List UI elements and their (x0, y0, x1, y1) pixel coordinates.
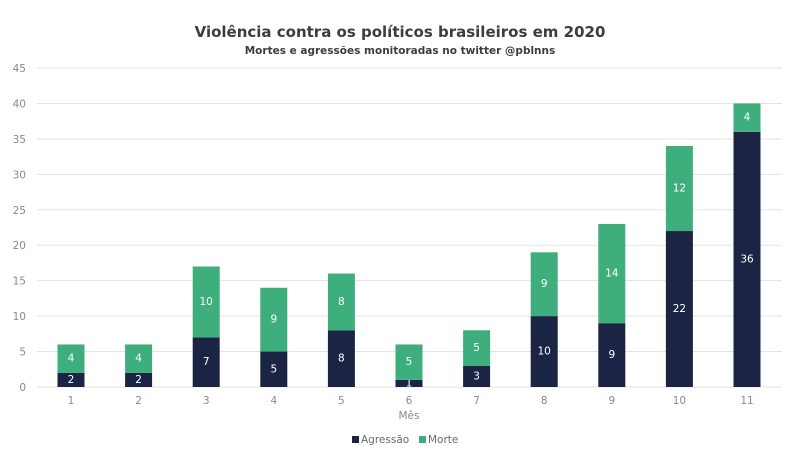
chart-title: Violência contra os políticos brasileiro… (195, 23, 606, 41)
bar-data-label: 5 (270, 363, 277, 375)
x-tick-label: 5 (338, 395, 345, 407)
y-tick-label: 20 (13, 240, 26, 252)
x-tick-label: 10 (673, 395, 686, 407)
x-axis-ticks: 1 2 3 4 5 6 7 8 9 10 11 (68, 395, 754, 407)
y-tick-label: 45 (13, 63, 26, 75)
y-tick-label: 40 (13, 98, 26, 110)
y-tick-label: 15 (13, 276, 26, 288)
bar-data-label: 2 (68, 374, 75, 386)
bar-data-label: 3 (473, 370, 480, 382)
legend-swatch (419, 436, 426, 443)
bar-data-label: 4 (135, 353, 142, 365)
bar-agresso-8 (530, 316, 558, 387)
bar-morte-8 (530, 252, 558, 317)
bar-morte-1 (57, 344, 85, 373)
bar-morte-2 (125, 344, 153, 373)
bar-agresso-2 (125, 372, 153, 387)
bar-morte-5 (327, 273, 355, 331)
bar-morte-10 (665, 145, 693, 232)
bar-data-label: 5 (406, 356, 413, 368)
bar-data-label: 8 (338, 353, 345, 365)
bar-data-label: 7 (203, 356, 210, 368)
bar-data-label: 9 (541, 278, 548, 290)
bar-data-label: 9 (270, 314, 277, 326)
bar-data-label: 12 (673, 183, 686, 195)
bar-data-label: 2 (135, 374, 142, 386)
bar-agresso-10 (665, 231, 693, 387)
x-tick-label: 2 (135, 395, 142, 407)
bar-data-label: 1 (406, 377, 413, 389)
legend: Agressão Morte (352, 434, 458, 446)
bar-agresso-6 (395, 379, 423, 387)
bar-morte-11 (733, 103, 761, 132)
x-tick-label: 8 (541, 395, 548, 407)
bar-agresso-9 (598, 323, 626, 387)
bar-morte-7 (463, 330, 491, 366)
x-tick-label: 7 (473, 395, 480, 407)
x-tick-label: 1 (68, 395, 75, 407)
bar-morte-9 (598, 223, 626, 324)
legend-label: Morte (428, 434, 458, 446)
bars: 2 4 2 4 7 10 5 9 8 8 1 5 3 5 10 9 9 14 22 12 36 4 (57, 103, 761, 389)
y-axis-ticks: 0 5 10 15 20 25 30 35 40 45 (13, 63, 26, 394)
bar-data-label: 4 (744, 112, 751, 124)
x-tick-label: 9 (608, 395, 615, 407)
bar-data-label: 10 (200, 296, 213, 308)
y-tick-label: 10 (13, 311, 26, 323)
legend-swatch (352, 436, 359, 443)
bar-agresso-11 (733, 131, 761, 387)
x-tick-label: 4 (270, 395, 277, 407)
y-tick-label: 30 (13, 169, 26, 181)
y-tick-label: 0 (19, 382, 26, 394)
gridlines (37, 67, 782, 388)
bar-agresso-1 (57, 372, 85, 387)
bar-agresso-4 (260, 351, 288, 387)
legend-item: Morte (419, 434, 458, 446)
y-tick-label: 25 (13, 205, 26, 217)
bar-data-label: 36 (740, 253, 754, 265)
y-tick-label: 35 (13, 134, 26, 146)
bar-morte-6 (395, 344, 423, 380)
legend-item: Agressão (352, 434, 409, 446)
bar-data-label: 5 (473, 342, 480, 354)
bar-agresso-7 (463, 365, 491, 387)
legend-label: Agressão (361, 434, 409, 446)
bar-data-label: 4 (68, 353, 75, 365)
x-tick-label: 3 (203, 395, 210, 407)
bar-morte-4 (260, 287, 288, 352)
bar-data-label: 22 (673, 303, 686, 315)
x-tick-label: 11 (740, 395, 753, 407)
bar-agresso-5 (327, 330, 355, 387)
chart-subtitle: Mortes e agressões monitoradas no twitte… (245, 45, 556, 57)
bar-morte-3 (192, 266, 220, 338)
bar-agresso-3 (192, 337, 220, 387)
y-tick-label: 5 (19, 347, 26, 359)
bar-data-label: 14 (605, 268, 619, 280)
bar-data-label: 8 (338, 296, 345, 308)
x-tick-label: 6 (406, 395, 413, 407)
bar-data-label: 10 (538, 346, 551, 358)
bar-data-label: 9 (608, 349, 615, 361)
x-axis-label: Mês (399, 410, 420, 422)
